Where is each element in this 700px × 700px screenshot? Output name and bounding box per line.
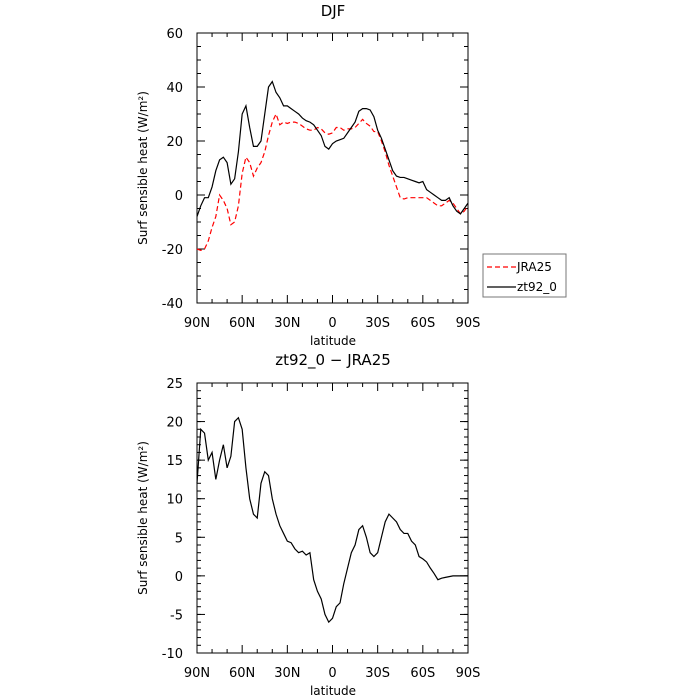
series-line-difference [196, 416, 468, 624]
x-tick-label: 30S [365, 666, 390, 681]
chart-title: DJF [321, 2, 346, 20]
plot-frame [196, 382, 469, 654]
y-tick-label: 20 [166, 135, 183, 150]
chart-panel-difference: zt92_0 − JRA25 90N 60N 30N 0 30S 60S 90S -10 -5… [136, 351, 480, 698]
x-axis: 90N 60N 30N 0 30S 60S 90S [184, 383, 481, 681]
x-axis-label: latitude [310, 684, 356, 698]
legend-label-jra25: JRA25 [516, 260, 552, 274]
x-tick-label: 60S [410, 316, 435, 331]
y-axis-label: Surf sensible heat (W/m²) [136, 441, 150, 595]
series-line-zt92-0 [196, 80, 469, 217]
y-tick-label: 20 [166, 416, 183, 431]
chart-panel-djf: DJF 90N 60N 30N 0 30S 60S 90S -40 -20 0 20 40 60 la… [136, 2, 567, 348]
y-tick-label: 40 [166, 81, 183, 96]
y-tick-label: -40 [162, 297, 183, 312]
legend-label-zt92-0: zt92_0 [517, 280, 557, 294]
series-lines [196, 416, 468, 624]
y-tick-label: 5 [175, 531, 183, 546]
x-tick-label: 90S [456, 666, 481, 681]
x-tick-label: 0 [328, 316, 336, 331]
x-axis-label: latitude [310, 334, 356, 348]
plot-frame [196, 32, 469, 304]
y-tick-label: 0 [175, 570, 183, 585]
y-tick-label: 60 [166, 27, 183, 42]
x-tick-label: 60S [410, 666, 435, 681]
x-axis: 90N 60N 30N 0 30S 60S 90S [184, 33, 481, 331]
y-tick-label: -5 [170, 608, 183, 623]
chart-title: zt92_0 − JRA25 [275, 351, 391, 370]
x-tick-label: 30S [365, 316, 390, 331]
y-axis-label: Surf sensible heat (W/m²) [136, 91, 150, 245]
x-tick-label: 90S [456, 316, 481, 331]
x-tick-label: 90N [184, 316, 210, 331]
y-tick-label: 15 [166, 454, 183, 469]
legend-box [482, 253, 567, 298]
legend: JRA25 zt92_0 [482, 253, 567, 298]
y-tick-label: -10 [162, 647, 183, 662]
y-axis: -40 -20 0 20 40 60 [162, 27, 468, 312]
y-tick-label: 10 [166, 493, 183, 508]
x-tick-label: 90N [184, 666, 210, 681]
y-tick-label: 25 [166, 377, 183, 392]
series-line-jra25 [196, 112, 469, 251]
series-lines [196, 80, 469, 251]
x-tick-label: 30N [274, 316, 300, 331]
y-tick-label: 0 [175, 189, 183, 204]
y-axis: -10 -5 0 5 10 15 20 25 [162, 377, 468, 662]
x-tick-label: 30N [274, 666, 300, 681]
y-tick-label: -20 [162, 243, 183, 258]
x-tick-label: 60N [229, 666, 255, 681]
x-tick-label: 0 [328, 666, 336, 681]
x-tick-label: 60N [229, 316, 255, 331]
